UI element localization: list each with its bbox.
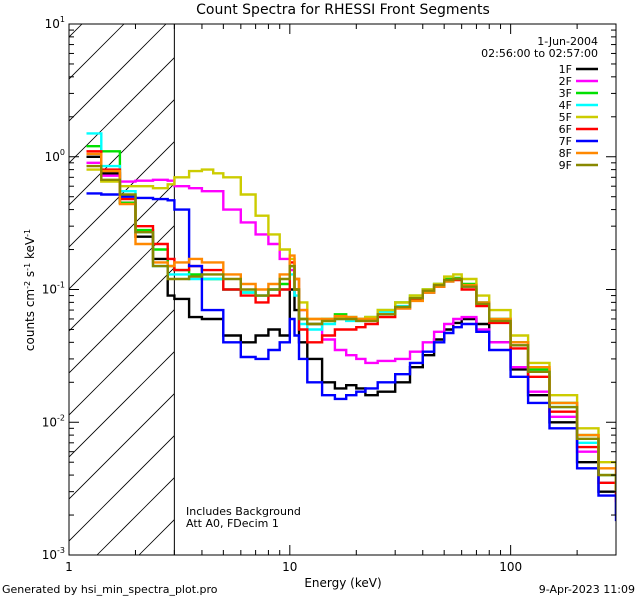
x-axis-label: Energy (keV) bbox=[304, 576, 381, 590]
hatched-background-region bbox=[69, 24, 175, 555]
date-annotation: 1-Jun-2004 bbox=[537, 35, 598, 48]
legend-label-9f: 9F bbox=[559, 159, 572, 172]
hatch-line bbox=[69, 393, 175, 500]
time-range-annotation: 02:56:00 to 02:57:00 bbox=[481, 47, 598, 60]
y-tick-label: 100 bbox=[45, 148, 65, 164]
legend-label-5f: 5F bbox=[559, 111, 572, 124]
legend-label-7f: 7F bbox=[559, 135, 572, 148]
series-line-9f bbox=[86, 164, 616, 492]
hatch-line bbox=[69, 99, 175, 206]
hatch-line bbox=[69, 267, 175, 374]
legend-label-6f: 6F bbox=[559, 123, 572, 136]
legend-label-3f: 3F bbox=[559, 87, 572, 100]
legend-label-4f: 4F bbox=[559, 99, 572, 112]
y-tick-label: 10-2 bbox=[42, 413, 65, 429]
series-line-7f bbox=[86, 192, 616, 522]
footer-generated-by: Generated by hsi_min_spectra_plot.pro bbox=[2, 583, 218, 596]
series-line-1f bbox=[86, 155, 616, 515]
series-line-8f bbox=[86, 152, 616, 492]
footer-timestamp: 9-Apr-2023 11:09 bbox=[538, 583, 635, 596]
series-line-2f bbox=[86, 161, 616, 503]
x-tick-label: 100 bbox=[499, 560, 522, 574]
x-tick-label: 10 bbox=[282, 560, 297, 574]
hatch-line bbox=[69, 57, 175, 164]
hatch-line bbox=[69, 24, 125, 80]
background-note: Includes Background bbox=[186, 505, 301, 518]
hatch-line bbox=[69, 225, 175, 332]
axes: 1 10 100 10-3 10-2 10-1 100 101 bbox=[42, 15, 617, 574]
y-tick-label: 101 bbox=[45, 15, 65, 31]
legend-label-1f: 1F bbox=[559, 63, 572, 76]
hatch-line bbox=[69, 435, 175, 542]
legend-label-8f: 8F bbox=[559, 147, 572, 160]
chart-title: Count Spectra for RHESSI Front Segments bbox=[196, 2, 490, 18]
legend-label-2f: 2F bbox=[559, 75, 572, 88]
hatch-line bbox=[96, 477, 175, 555]
series-line-6f bbox=[86, 150, 616, 503]
hatch-line bbox=[69, 24, 167, 122]
x-tick-label: 1 bbox=[65, 560, 73, 574]
y-tick-label: 10-3 bbox=[42, 546, 65, 562]
y-axis-label: counts cm-2 s-1 keV-1 bbox=[23, 229, 38, 351]
plot-frame bbox=[68, 23, 617, 556]
series-layer bbox=[86, 132, 616, 522]
attenuator-note: Att A0, FDecim 1 bbox=[186, 517, 279, 530]
y-tick-label: 10-1 bbox=[42, 281, 65, 297]
